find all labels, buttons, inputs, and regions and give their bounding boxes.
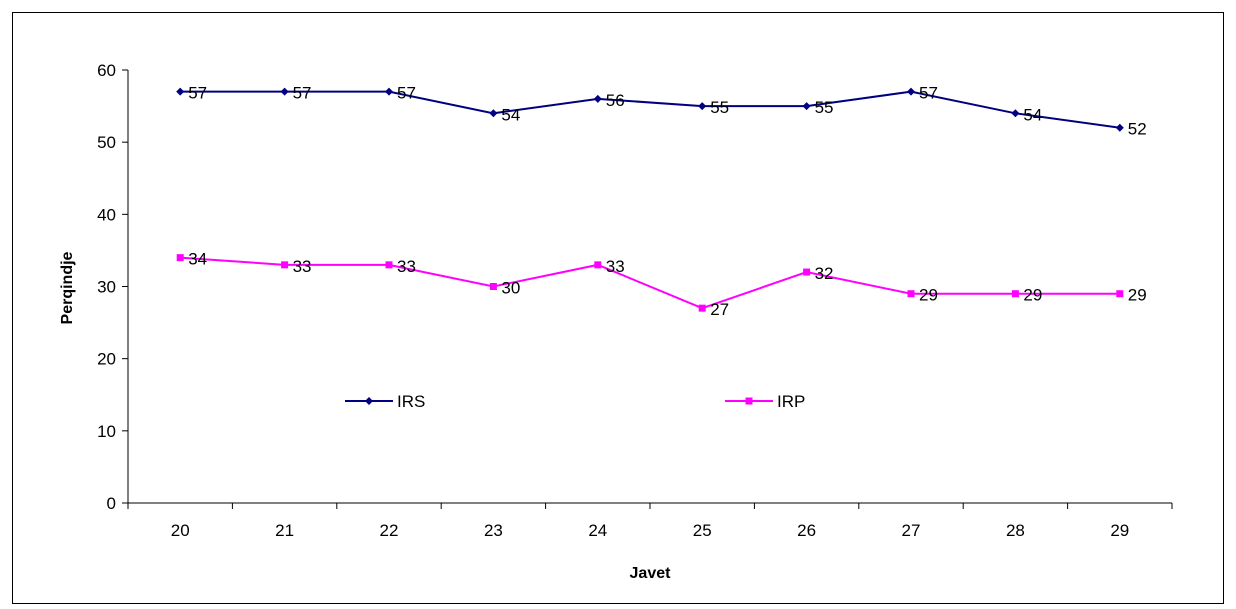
data-point — [176, 254, 184, 262]
chart-axes: 0 10 20 30 40 50 60 20 21 22 23 24 25 26 27 28 29 — [97, 61, 1173, 540]
data-point — [803, 268, 811, 276]
data-label: 29 — [919, 286, 938, 305]
data-label: 55 — [710, 98, 729, 117]
y-tick-label: 30 — [97, 278, 116, 297]
x-tick-label: 29 — [1110, 521, 1129, 540]
data-point — [907, 290, 915, 298]
data-point — [1011, 290, 1019, 298]
data-label: 57 — [397, 84, 416, 103]
data-point — [907, 87, 915, 96]
data-point — [698, 304, 706, 312]
data-point — [802, 102, 811, 111]
chart-legend: IRS IRP — [345, 392, 805, 411]
data-label: 54 — [501, 105, 520, 124]
x-tick-label: 28 — [1006, 521, 1025, 540]
x-tick-label: 21 — [275, 521, 294, 540]
data-label: 32 — [815, 264, 834, 283]
data-point — [1116, 290, 1124, 298]
data-label: 55 — [815, 98, 834, 117]
series-line — [180, 256, 1120, 310]
x-tick-label: 22 — [380, 521, 399, 540]
data-point — [280, 87, 289, 96]
data-label: 29 — [1023, 286, 1042, 305]
series-irs: 57 57 57 54 56 55 55 57 54 52 — [176, 84, 1147, 139]
data-label: 57 — [293, 84, 312, 103]
data-point — [385, 261, 393, 269]
data-point — [385, 87, 393, 96]
x-tick-label: 23 — [484, 521, 503, 540]
data-label: 57 — [188, 84, 207, 103]
data-point — [281, 261, 289, 269]
data-point — [698, 102, 707, 111]
data-point — [176, 87, 185, 96]
data-label: 33 — [606, 257, 625, 276]
data-point — [593, 94, 602, 103]
data-label: 57 — [919, 84, 938, 103]
series-irp: 34 33 33 30 33 27 32 29 29 29 — [176, 250, 1147, 319]
x-tick-label: 20 — [171, 521, 190, 540]
series-layer: 57 57 57 54 56 55 55 57 54 52 34 33 33 30 33 27 32 29 29 29 — [176, 84, 1147, 319]
data-point — [489, 283, 497, 290]
data-point — [489, 109, 498, 118]
data-point — [1115, 123, 1124, 132]
data-point — [594, 261, 602, 269]
data-label: 52 — [1128, 120, 1147, 139]
y-tick-label: 10 — [97, 422, 116, 441]
data-label: 27 — [710, 300, 729, 319]
x-tick-label: 26 — [797, 521, 816, 540]
chart-frame — [12, 12, 1224, 604]
data-label: 30 — [501, 279, 520, 298]
legend-item-irs: IRS — [345, 392, 425, 411]
x-tick-label: 25 — [693, 521, 712, 540]
series-line — [180, 90, 1120, 129]
legend-label: IRS — [397, 392, 425, 411]
x-axis-title: Javet — [630, 565, 672, 582]
data-label: 29 — [1128, 286, 1147, 305]
data-label: 33 — [397, 257, 416, 276]
data-label: 34 — [188, 250, 207, 269]
data-label: 54 — [1023, 105, 1042, 124]
data-label: 33 — [293, 257, 312, 276]
legend-label: IRP — [777, 392, 805, 411]
y-axis-title: Perqindje — [59, 251, 76, 324]
data-point — [1011, 109, 1020, 118]
legend-marker — [365, 397, 373, 405]
legend-marker — [745, 397, 753, 405]
y-tick-label: 20 — [97, 350, 116, 369]
data-label: 56 — [606, 91, 625, 110]
y-tick-label: 0 — [107, 494, 116, 513]
x-tick-label: 24 — [588, 521, 607, 540]
y-tick-label: 60 — [97, 61, 116, 80]
y-tick-label: 50 — [97, 133, 116, 152]
legend-item-irp: IRP — [725, 392, 805, 411]
x-tick-label: 27 — [902, 521, 921, 540]
y-tick-label: 40 — [97, 205, 116, 224]
